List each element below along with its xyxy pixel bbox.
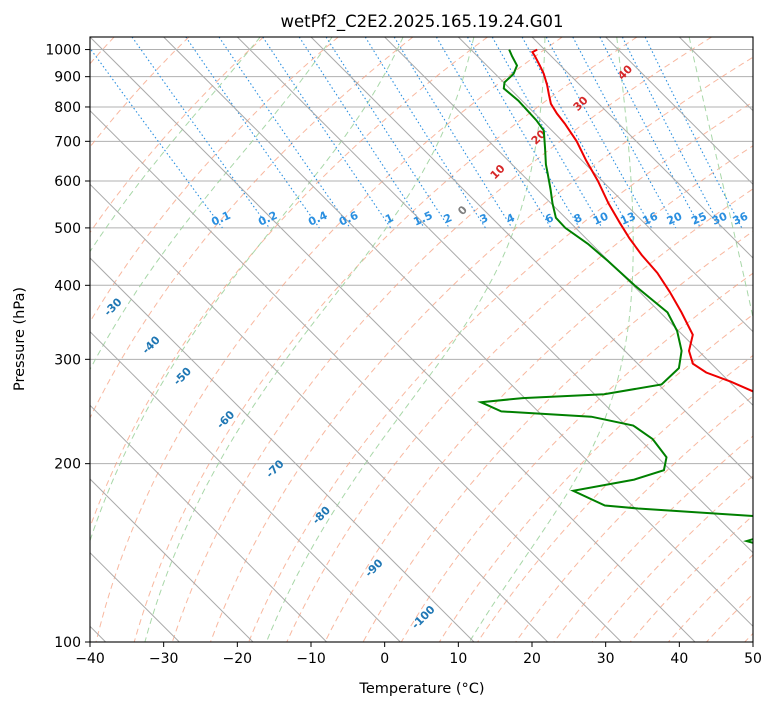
isotherm--60 (90, 183, 549, 642)
mixing-ratio-line-0.2 (131, 37, 270, 229)
x-tick-label: −30 (149, 651, 179, 667)
mixing-ratio-line-1 (262, 37, 392, 229)
mixing-ratio-line-36 (644, 37, 743, 229)
temperature-profile-line (530, 48, 753, 393)
x-axis-title: Temperature (°C) (358, 681, 484, 697)
y-tick-label: 600 (54, 174, 81, 190)
chart-title: wetPf2_C2E2.2025.165.19.24.G01 (280, 12, 563, 32)
isotherm-10 (457, 37, 753, 333)
x-tick-label: 20 (523, 651, 541, 667)
isotherm-0 (384, 37, 753, 407)
isotherm--70 (90, 257, 475, 642)
x-tick-label: 40 (670, 651, 688, 667)
mixing-ratio-line-20 (572, 37, 677, 229)
y-axis-ticks: 100 200 300 400 500 600 700 800 900 1000 (45, 43, 90, 651)
mixing-ratio-line-1.5 (298, 37, 425, 229)
isotherm-grid (90, 37, 753, 642)
y-tick-label: 800 (54, 100, 81, 116)
y-tick-label: 400 (54, 278, 81, 294)
isotherm--20 (236, 37, 753, 554)
isotherm--30 (163, 37, 753, 628)
isotherm--40 (90, 37, 696, 642)
x-tick-label: −20 (223, 651, 253, 667)
dry-adiabat-30 (133, 37, 638, 642)
mixing-ratio-lines (90, 37, 743, 229)
isotherm-20 (531, 37, 753, 259)
moist-adiabat--10 (90, 37, 333, 371)
y-tick-label: 300 (54, 352, 81, 368)
moist-adiabats (90, 37, 753, 642)
mixing-ratio-line-4 (393, 37, 513, 229)
mixing-ratio-line-0.1 (90, 47, 223, 229)
y-tick-label: 700 (54, 134, 81, 150)
mixing-ratio-line-0.6 (218, 37, 351, 229)
mixing-ratio-label: 20 (665, 209, 685, 227)
isotherm--90 (90, 404, 328, 642)
mixing-ratio-label: 25 (689, 210, 708, 228)
x-tick-label: 50 (744, 651, 762, 667)
isotherm--10 (310, 37, 753, 480)
mixing-ratio-label: 30 (710, 209, 730, 227)
y-tick-label: 100 (54, 635, 81, 651)
mixing-ratio-label: 10 (591, 209, 611, 227)
moist-adiabat-40 (688, 37, 753, 321)
dry-adiabat-60 (248, 101, 753, 642)
x-axis-ticks: −40 −30 −20 −10 0 10 20 30 40 50 (75, 642, 762, 667)
y-tick-label: 900 (54, 70, 81, 86)
mixing-ratio-line-16 (545, 37, 653, 229)
isobar-grid (90, 49, 753, 642)
dewpoint-profile-line (477, 49, 753, 544)
mixing-ratio-line-2 (325, 37, 450, 229)
moist-adiabat-20 (265, 37, 546, 642)
mixing-ratio-label: 16 (641, 210, 661, 228)
mixing-ratio-line-13 (521, 37, 630, 229)
dry-adiabat-70 (286, 145, 753, 642)
dry-adiabats (90, 37, 753, 642)
moist-adiabat--20 (90, 37, 261, 253)
y-tick-label: 1000 (45, 43, 81, 59)
plot-area: 0.1 0.2 0.4 0.6 1 1.5 2 3 4 6 8 10 13 16 20 25 30 36-100-… (90, 37, 753, 642)
moist-adiabat-10 (144, 37, 475, 642)
dry-adiabat-80 (324, 188, 753, 642)
x-tick-label: 10 (449, 651, 467, 667)
moist-adiabat-0 (90, 37, 404, 543)
x-tick-label: 30 (597, 651, 615, 667)
dry-adiabat-40 (171, 37, 712, 642)
y-tick-label: 500 (54, 221, 81, 237)
y-tick-label: 200 (54, 457, 81, 473)
isotherm-30 (605, 37, 753, 186)
mixing-ratio-line-0.4 (185, 37, 320, 229)
dry-adiabat-0 (90, 37, 414, 420)
dry-adiabat--20 (90, 37, 264, 234)
dry-adiabat-130 (515, 395, 753, 642)
y-axis-title: Pressure (hPa) (12, 287, 28, 391)
x-tick-label: −10 (296, 651, 326, 667)
mixing-ratio-label: 13 (618, 210, 637, 228)
isotherm--50 (90, 109, 622, 642)
dry-adiabat-20 (95, 37, 563, 642)
mixing-ratio-label: 36 (731, 210, 751, 228)
dry-adiabat--10 (90, 37, 339, 323)
plot-frame (89, 36, 754, 643)
x-tick-label: 0 (380, 651, 389, 667)
isotherm--80 (90, 330, 401, 642)
x-tick-label: −40 (75, 651, 105, 667)
dry-adiabat-50 (210, 56, 753, 642)
isotherm--100 (90, 478, 254, 642)
